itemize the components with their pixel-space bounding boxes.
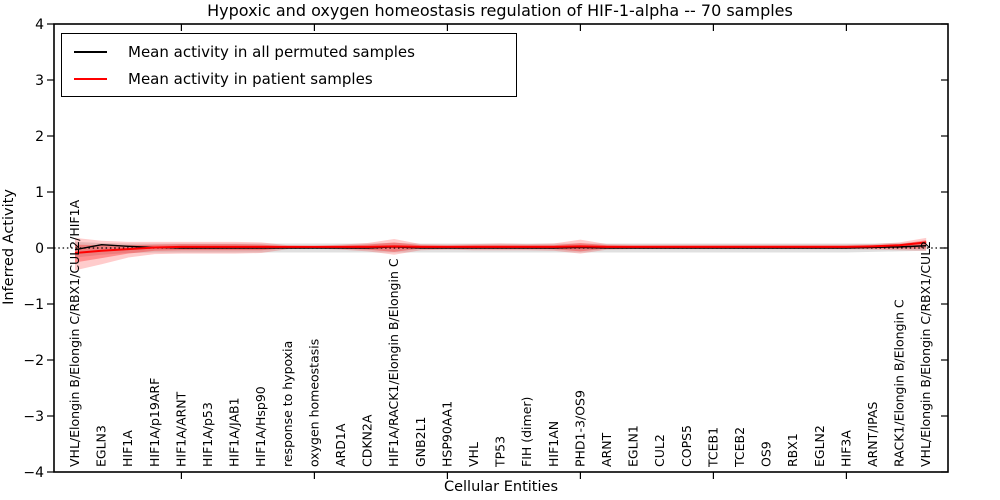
legend-line-patient-samples [74,77,107,80]
category-label: ARNT/IPAS [865,402,880,467]
category-label: TCEB1 [705,427,720,468]
x-axis-label: Cellular Entities [443,479,559,495]
y-tick-label: −1 [23,297,44,313]
legend-label-patient-samples: Mean activity in patient samples [128,69,373,88]
y-tick-label: −4 [23,465,44,481]
category-label: HIF3A [838,430,853,467]
category-label: HSP90AA1 [439,401,454,467]
y-tick-label: 2 [35,129,44,145]
category-label: EGLN3 [94,425,109,467]
legend-entry-permuted: Mean activity in all permuted samples [62,39,516,65]
legend-box: Mean activity in all permuted samples Me… [61,33,517,97]
category-label: TP53 [493,436,508,468]
category-label: EGLN1 [626,425,641,467]
category-label: GNB2L1 [413,417,428,467]
category-label: RBX1 [785,433,800,467]
category-label: VHL/Elongin B/Elongin C/RBX1/CUL2/HIF1A [67,199,82,467]
y-axis-label: Inferred Activity [1,189,17,305]
permuted-samples-ci-band [75,241,927,258]
category-label: EGLN2 [812,425,827,467]
category-label: PHD1-3/OS9 [572,390,587,467]
category-label: response to hypoxia [280,341,295,467]
category-label: TCEB2 [732,427,747,468]
y-tick-label: 1 [35,185,44,201]
category-label: HIF1AN [546,421,561,467]
legend-label-permuted-samples: Mean activity in all permuted samples [128,42,415,61]
category-label: VHL [466,442,481,467]
category-label: VHL/Elongin B/Elongin C/RBX1/CUL2 [918,241,933,467]
category-label: HIF1A/JAB1 [227,397,242,467]
y-tick-label: 4 [35,17,44,33]
category-label: HIF1A [120,430,135,467]
y-tick-label: 3 [35,73,44,89]
permuted-mean-line [74,243,927,251]
category-label: HIF1A/p19ARF [147,378,162,467]
category-label: HIF1A/Hsp90 [253,386,268,467]
category-label: RACK1/Elongin B/Elongin C [892,299,907,467]
category-label: ARNT [599,432,614,467]
patient-samples-ci-inner-band [75,240,927,263]
category-label: HIF1A/ARNT [173,391,188,467]
category-label: ARD1A [333,423,348,467]
category-label: HIF1A/RACK1/Elongin B/Elongin C [386,258,401,467]
y-tick-label: −3 [23,409,44,425]
category-label: FIH (dimer) [519,397,534,467]
legend-entry-patient: Mean activity in patient samples [62,66,516,92]
patient-mean-line [74,241,927,255]
category-label: CDKN2A [360,414,375,467]
legend-line-permuted-samples [74,50,107,53]
category-label: HIF1A/p53 [200,402,215,467]
category-label: oxygen homeostasis [306,339,321,467]
category-label: COPS5 [679,425,694,467]
chart-title: Hypoxic and oxygen homeostasis regulatio… [207,1,793,20]
category-label: OS9 [759,441,774,467]
y-tick-label: 0 [35,241,44,257]
category-label: CUL2 [652,434,667,467]
y-tick-label: −2 [23,353,44,369]
